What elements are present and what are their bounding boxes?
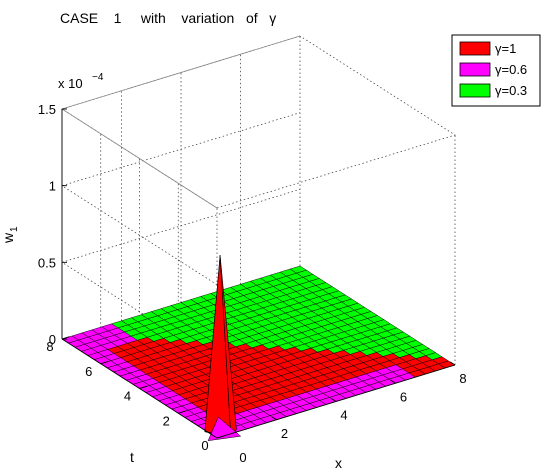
peak-base-skirt: [207, 416, 242, 442]
y-tick-mark-4: [61, 336, 70, 340]
z-axis-label: w 1: [0, 226, 20, 244]
legend-entry-1: γ=1: [459, 41, 516, 56]
legend-entry-3: γ=0.3: [459, 83, 527, 98]
x-tick-mark-1: [330, 398, 337, 402]
y-tick-label-4: 8: [46, 339, 53, 354]
x-tick-label-origin: 0: [239, 450, 246, 465]
z-tick-label-1: 0.5: [38, 255, 56, 270]
x-tick-mark-3: [449, 361, 456, 366]
y-axis-label: t: [130, 449, 134, 465]
y-tick-label-3: 6: [85, 364, 92, 379]
legend-swatch-3: [459, 83, 491, 98]
y-tick-mark-2: [139, 385, 148, 389]
z-exponent-power: −4: [92, 72, 104, 83]
legend: γ=1 γ=0.6 γ=0.3: [451, 34, 541, 107]
peak-layer: [204, 255, 242, 442]
x-tick-label-3: 8: [459, 371, 466, 386]
x-tick-mark-0: [271, 416, 277, 421]
legend-swatch-2: [459, 62, 491, 77]
z-gridline-2: [61, 112, 301, 285]
y-tick-mark-3: [100, 361, 109, 365]
x-tick-label-2: 6: [400, 389, 407, 404]
y-tick-label-1: 2: [163, 413, 170, 428]
z-tick-label-2: 1: [49, 179, 56, 194]
y-tick-mark-0: [216, 435, 225, 439]
box-front-top-edge: [216, 35, 456, 209]
z-axis-label-sub: 1: [9, 226, 20, 232]
x-tick-label-1: 4: [340, 408, 347, 423]
chart-title: CASE 1 with variation of γ: [60, 10, 276, 26]
legend-swatch-1: [459, 41, 491, 56]
legend-entry-2: γ=0.6: [459, 62, 527, 77]
x-axis-label: x: [335, 455, 342, 471]
legend-label-3: γ=0.3: [495, 83, 527, 98]
y-tick-mark-1: [178, 410, 186, 414]
legend-label-1: γ=1: [495, 41, 516, 56]
z-exponent-base: x 10: [58, 76, 83, 91]
y-tick-label-2: 4: [124, 389, 131, 404]
z-axis-label-main: w: [0, 232, 16, 244]
x-tick-label-0: 2: [281, 426, 288, 441]
legend-label-2: γ=0.6: [495, 62, 527, 77]
z-tick-label-3: 1.5: [38, 102, 56, 117]
x-tick-mark-2: [390, 379, 396, 384]
surface-layer: [61, 265, 456, 439]
z-exponent-label: x 10 −4: [58, 72, 104, 91]
z-tick-label-0: 0: [49, 332, 56, 347]
y-tick-label-0: 0: [201, 438, 208, 453]
